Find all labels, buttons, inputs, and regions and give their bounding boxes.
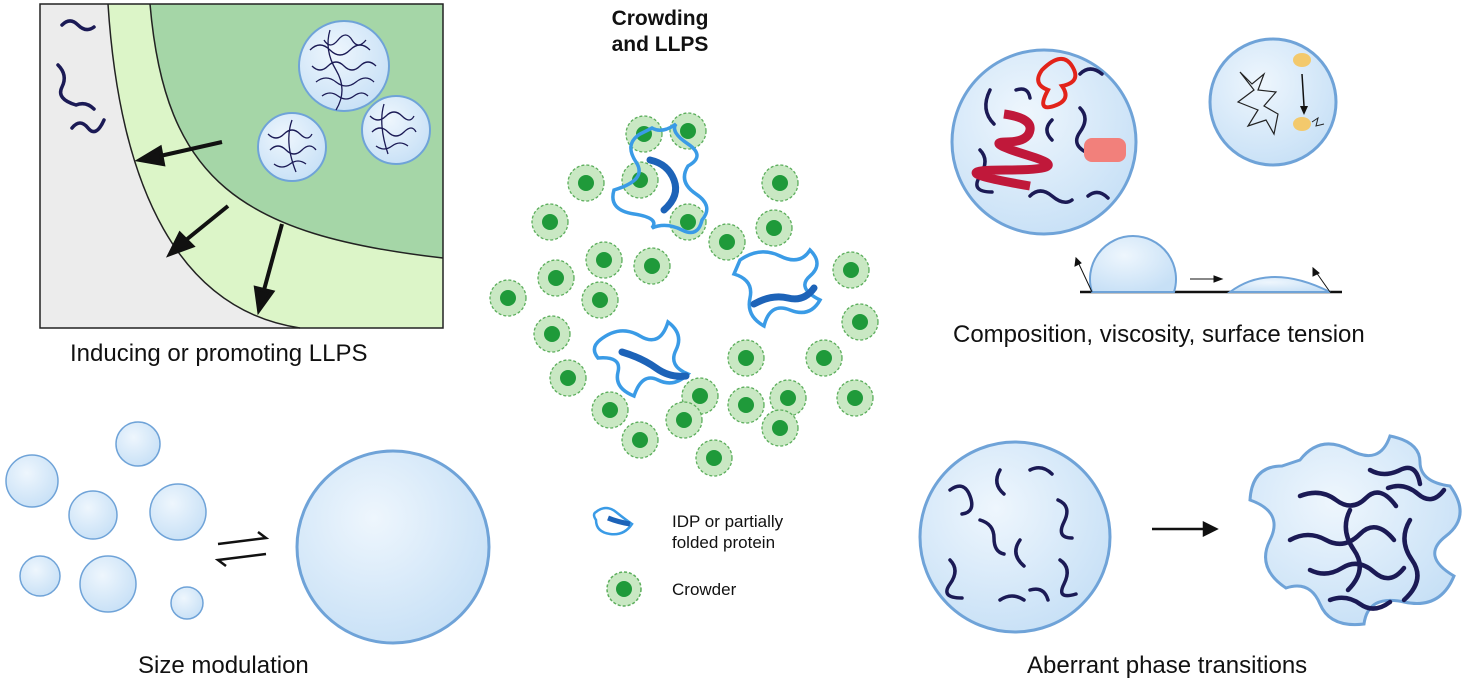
condensate-droplets <box>257 20 431 182</box>
crowder-2 <box>669 112 707 150</box>
solid-aggregate <box>1248 434 1462 627</box>
idp-protein-3 <box>592 319 692 399</box>
polymer-path <box>1236 71 1279 136</box>
tracer-particle-end <box>1293 117 1311 131</box>
crowder-25 <box>836 379 874 417</box>
legend-idp-label: IDP or partially folded protein <box>672 511 783 553</box>
legend-idp-line-1: IDP or partially <box>672 512 784 531</box>
helix-protein <box>971 109 1053 191</box>
crowder-19 <box>727 339 765 377</box>
idp-proteins <box>592 122 823 399</box>
legend-crowder-label: Crowder <box>672 580 737 599</box>
crowder-21 <box>769 379 807 417</box>
main-title-line-1: Crowding <box>611 7 709 30</box>
crowder-23 <box>727 386 765 424</box>
crowder-28 <box>621 421 659 459</box>
main-title: Crowding and LLPS <box>590 6 730 58</box>
globular-protein <box>1084 138 1126 162</box>
surface-tension-schematic <box>1074 235 1342 294</box>
crowder-8 <box>755 209 793 247</box>
crowder-24 <box>591 391 629 429</box>
crowder-26 <box>665 401 703 439</box>
crowder-17 <box>841 303 879 341</box>
binodal-curve <box>107 3 301 329</box>
tracer-particle-start <box>1293 53 1311 67</box>
shift-arrows <box>134 140 284 316</box>
crowder-11 <box>633 247 671 285</box>
crowding-scene <box>489 112 879 477</box>
phase-diagram-frame <box>39 3 444 329</box>
dense-phase-boundary <box>149 3 444 259</box>
folded-protein-red <box>1036 57 1078 110</box>
crowder-15 <box>581 281 619 319</box>
caption-promoting: Inducing or promoting LLPS <box>70 340 368 367</box>
crowder-12 <box>537 259 575 297</box>
crowder-14 <box>489 279 527 317</box>
crowder-18 <box>805 339 843 377</box>
equilibrium-arrows <box>214 531 270 567</box>
crowder-16 <box>533 315 571 353</box>
crowder-27 <box>761 409 799 447</box>
transition-arrow <box>1152 520 1219 538</box>
legend-crowder-icon <box>606 571 642 607</box>
dilute-chains <box>56 19 106 134</box>
crowder-10 <box>585 241 623 279</box>
large-droplet <box>295 449 491 645</box>
legend <box>592 506 642 607</box>
crowder-29 <box>695 439 733 477</box>
crowder-6 <box>531 203 569 241</box>
legend-idp-line-2: folded protein <box>672 533 776 552</box>
crowder-5 <box>761 164 799 202</box>
caption-aberrant: Aberrant phase transitions <box>1027 652 1308 679</box>
crowder-9 <box>708 223 746 261</box>
viscosity-droplet <box>1208 37 1338 167</box>
caption-size: Size modulation <box>138 652 309 679</box>
crowder-13 <box>832 251 870 289</box>
legend-idp-icon <box>592 506 634 536</box>
composition-droplet <box>950 48 1138 236</box>
crowder-3 <box>567 164 605 202</box>
caption-properties: Composition, viscosity, surface tension <box>953 321 1365 348</box>
crowder-20 <box>549 359 587 397</box>
main-title-line-2: and LLPS <box>611 33 709 56</box>
small-droplets <box>5 421 207 620</box>
idp-protein-2 <box>731 247 823 329</box>
liquid-droplet <box>918 440 1112 634</box>
idp-protein-1 <box>611 122 709 235</box>
phase-diagram <box>39 3 444 329</box>
